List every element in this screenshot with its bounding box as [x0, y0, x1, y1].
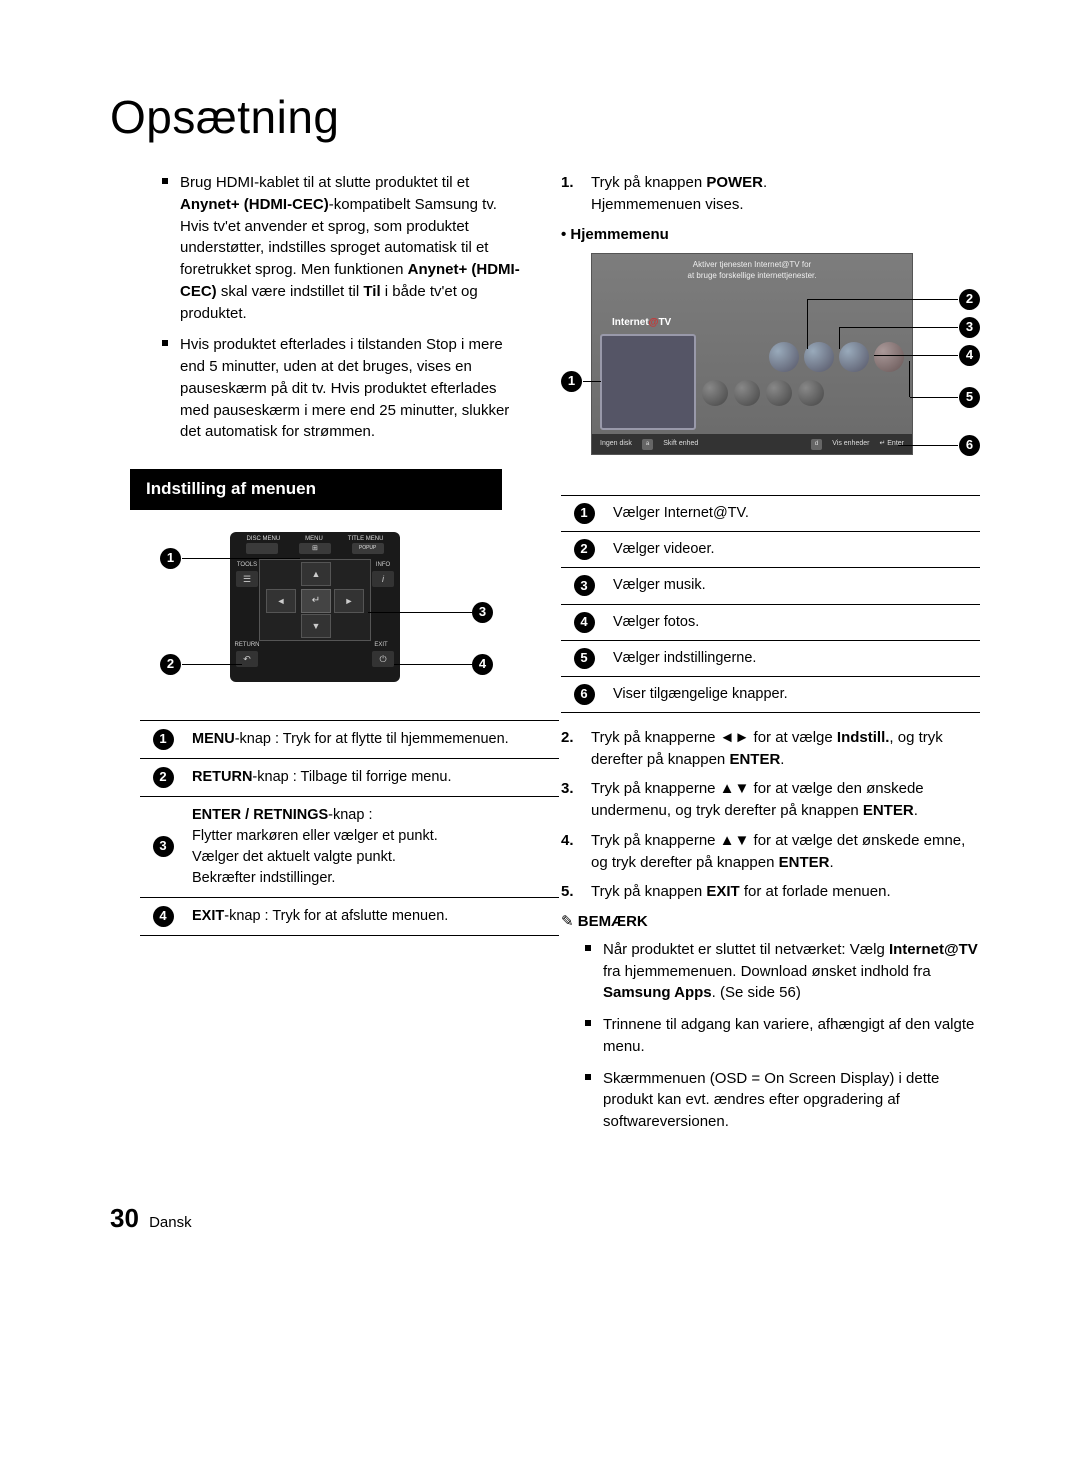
home-menu-label: Hjemmemenu — [561, 224, 980, 246]
remote-diagram: DISC MENU MENU TITLE MENU ⊞ POPUP TOOLS … — [140, 532, 529, 702]
callout-2: 2 — [959, 289, 980, 310]
home-annotations-table: 1Vælger Internet@TV. 2Vælger videoer. 3V… — [561, 495, 980, 713]
callout-2: 2 — [160, 654, 181, 675]
callout-3: 3 — [472, 602, 493, 623]
video-icon — [769, 342, 799, 372]
internet-tv-panel — [600, 334, 696, 430]
photo-icon — [839, 342, 869, 372]
note-item: Trinnene til adgang kan variere, afhængi… — [585, 1014, 980, 1058]
callout-4: 4 — [472, 654, 493, 675]
callout-3: 3 — [959, 317, 980, 338]
section-heading: Indstilling af menuen — [130, 469, 502, 510]
music-icon — [804, 342, 834, 372]
anno-text: MENU-knap : Tryk for at flytte til hjemm… — [186, 720, 559, 758]
bullet-item: Brug HDMI-kablet til at slutte produktet… — [162, 172, 529, 324]
page-footer: 30 Dansk — [110, 1203, 980, 1234]
callout-4: 4 — [959, 345, 980, 366]
step-item: 2.Tryk på knapperne ◄► for at vælge Inds… — [561, 727, 980, 771]
note-item: Skærmmenuen (OSD = On Screen Display) i … — [585, 1068, 980, 1133]
step-item: 1. Tryk på knappen POWER. Hjemmemenuen v… — [561, 172, 980, 216]
step-item: 5.Tryk på knappen EXIT for at forlade me… — [561, 881, 980, 903]
callout-1: 1 — [160, 548, 181, 569]
left-column: Brug HDMI-kablet til at slutte produktet… — [110, 172, 529, 1143]
note-item: Når produktet er sluttet til netværket: … — [585, 939, 980, 1004]
settings-icon — [874, 342, 904, 372]
remote-annotations-table: 1MENU-knap : Tryk for at flytte til hjem… — [140, 720, 559, 936]
page-number: 30 — [110, 1203, 139, 1233]
callout-1: 1 — [561, 371, 582, 392]
step-item: 4.Tryk på knapperne ▲▼ for at vælge det … — [561, 830, 980, 874]
tools-icon: ☰ — [236, 571, 258, 587]
step-item: 3.Tryk på knapperne ▲▼ for at vælge den … — [561, 778, 980, 822]
callout-6: 6 — [959, 435, 980, 456]
callout-5: 5 — [959, 387, 980, 408]
bullet-item: Hvis produktet efterlades i tilstanden S… — [162, 334, 529, 443]
exit-icon: ⏻ — [372, 651, 394, 667]
page-language: Dansk — [149, 1214, 192, 1231]
home-menu-diagram: Aktiver tjenesten Internet@TV for at bru… — [561, 253, 980, 483]
info-icon: i — [372, 571, 394, 587]
note-heading: BEMÆRK — [561, 911, 980, 933]
return-icon: ↶ — [236, 651, 258, 667]
right-column: 1. Tryk på knappen POWER. Hjemmemenuen v… — [561, 172, 980, 1143]
page-title: Opsætning — [110, 90, 980, 144]
